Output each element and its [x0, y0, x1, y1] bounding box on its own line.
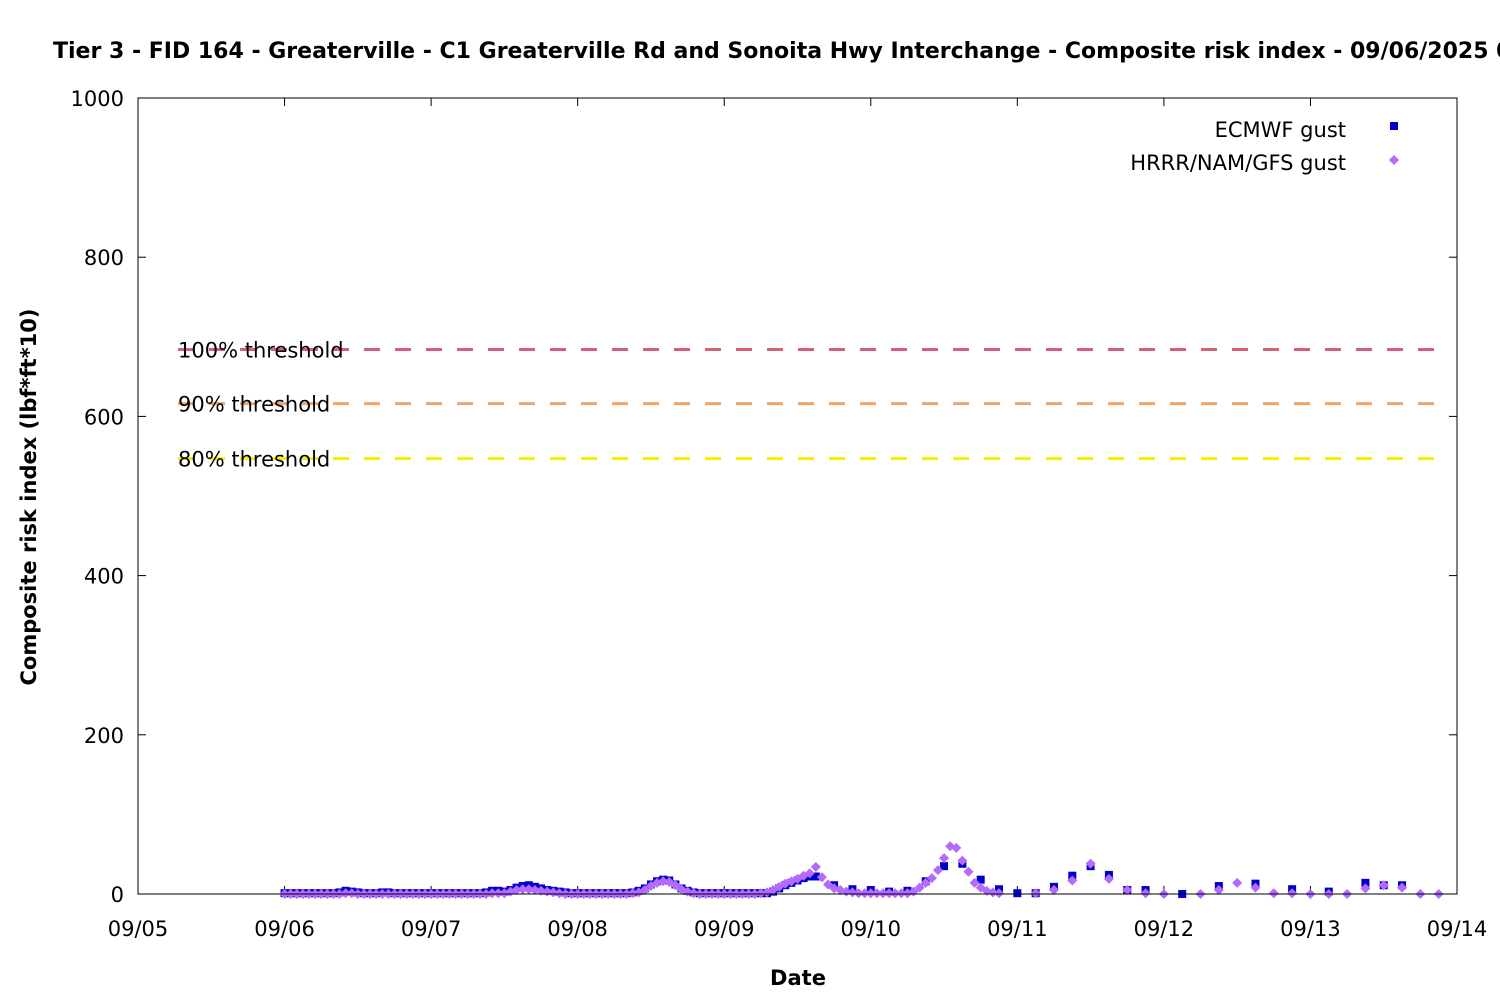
data-point-hrrr: [804, 868, 815, 879]
data-point-hrrr: [890, 888, 901, 899]
legend-label-hrrr: HRRR/NAM/GFS gust: [1130, 151, 1346, 175]
y-tick-label: 600: [84, 405, 124, 429]
threshold-label: 100% threshold: [178, 339, 344, 363]
y-tick-label: 800: [84, 246, 124, 270]
y-tick-label: 200: [84, 724, 124, 748]
data-point-hrrr: [493, 888, 504, 899]
data-point-hrrr: [670, 880, 681, 891]
data-point-hrrr: [1122, 885, 1133, 896]
data-point-hrrr: [487, 888, 498, 899]
legend-marker-ecmwf: [1390, 122, 1398, 130]
data-point-ecmwf: [1361, 878, 1370, 887]
data-point-hrrr: [529, 885, 540, 896]
data-point-hrrr: [884, 888, 895, 899]
x-tick-label: 09/12: [1134, 917, 1195, 941]
data-point-hrrr: [517, 884, 528, 895]
data-point-hrrr: [877, 888, 888, 899]
data-point-hrrr: [920, 877, 931, 888]
data-point-hrrr: [688, 888, 699, 899]
data-point-hrrr: [926, 873, 937, 884]
x-tick-label: 09/08: [547, 917, 608, 941]
data-point-hrrr: [346, 888, 357, 899]
x-tick-label: 09/14: [1427, 917, 1488, 941]
data-point-hrrr: [627, 888, 638, 899]
plot-frame: [137, 97, 1458, 895]
data-point-ecmwf: [976, 875, 985, 884]
chart-title: Tier 3 - FID 164 - Greaterville - C1 Gre…: [53, 39, 1500, 64]
data-point-hrrr: [658, 876, 669, 887]
x-tick-label: 09/09: [694, 917, 755, 941]
data-point-hrrr: [816, 872, 827, 883]
data-point-hrrr: [963, 866, 974, 877]
threshold-label: 80% threshold: [178, 448, 330, 472]
y-tick-label: 400: [84, 565, 124, 589]
data-point-hrrr: [1250, 882, 1261, 893]
data-point-hrrr: [1030, 888, 1041, 899]
data-point-hrrr: [1067, 875, 1078, 886]
x-tick-label: 09/07: [401, 917, 462, 941]
data-point-hrrr: [1103, 873, 1114, 884]
data-point-hrrr: [932, 865, 943, 876]
data-point-hrrr: [823, 879, 834, 890]
data-point-hrrr: [639, 885, 650, 896]
x-tick-label: 09/06: [254, 917, 315, 941]
data-point-hrrr: [511, 885, 522, 896]
data-point-hrrr: [1048, 885, 1059, 896]
data-point-hrrr: [1360, 883, 1371, 894]
x-tick-label: 09/10: [841, 917, 902, 941]
threshold-label: 90% threshold: [178, 393, 330, 417]
y-axis-title: Composite risk index (lbf*ft*10): [17, 308, 41, 685]
data-point-hrrr: [1085, 858, 1096, 869]
data-point-hrrr: [1287, 888, 1298, 899]
data-point-hrrr: [951, 842, 962, 853]
data-point-hrrr: [859, 888, 870, 899]
data-point-ecmwf: [811, 872, 820, 881]
data-point-hrrr: [536, 885, 547, 896]
data-point-hrrr: [1140, 888, 1151, 899]
data-point-hrrr: [987, 887, 998, 898]
data-point-hrrr: [871, 888, 882, 899]
legend-label-ecmwf: ECMWF gust: [1215, 118, 1346, 142]
data-point-hrrr: [853, 888, 864, 899]
data-point-hrrr: [340, 888, 351, 899]
data-point-hrrr: [957, 855, 968, 866]
x-tick-label: 09/11: [987, 917, 1048, 941]
data-point-hrrr: [755, 888, 766, 899]
x-tick-label: 09/13: [1280, 917, 1341, 941]
data-point-hrrr: [1213, 885, 1224, 896]
data-point-hrrr: [865, 888, 876, 899]
x-axis-title: Date: [770, 966, 826, 990]
data-point-hrrr: [548, 887, 559, 898]
data-point-hrrr: [969, 877, 980, 888]
legend-marker-hrrr: [1389, 155, 1399, 165]
data-point-hrrr: [554, 888, 565, 899]
data-point-hrrr: [896, 888, 907, 899]
y-tick-label: 1000: [71, 87, 124, 111]
data-point-hrrr: [1397, 882, 1408, 893]
y-tick-label: 0: [111, 883, 124, 907]
data-point-ecmwf: [1013, 889, 1022, 898]
data-point-hrrr: [1378, 880, 1389, 891]
legend: ECMWF gust HRRR/NAM/GFS gust: [1130, 118, 1399, 175]
data-point-hrrr: [523, 884, 534, 895]
data-point-ecmwf: [940, 862, 949, 871]
data-point-hrrr: [914, 882, 925, 893]
data-point-hrrr: [994, 888, 1005, 899]
data-point-hrrr: [847, 887, 858, 898]
data-point-hrrr: [939, 853, 950, 864]
data-point-hrrr: [810, 861, 821, 872]
x-tick-label: 09/05: [108, 917, 169, 941]
data-point-hrrr: [1268, 888, 1279, 899]
data-point-hrrr: [1232, 877, 1243, 888]
